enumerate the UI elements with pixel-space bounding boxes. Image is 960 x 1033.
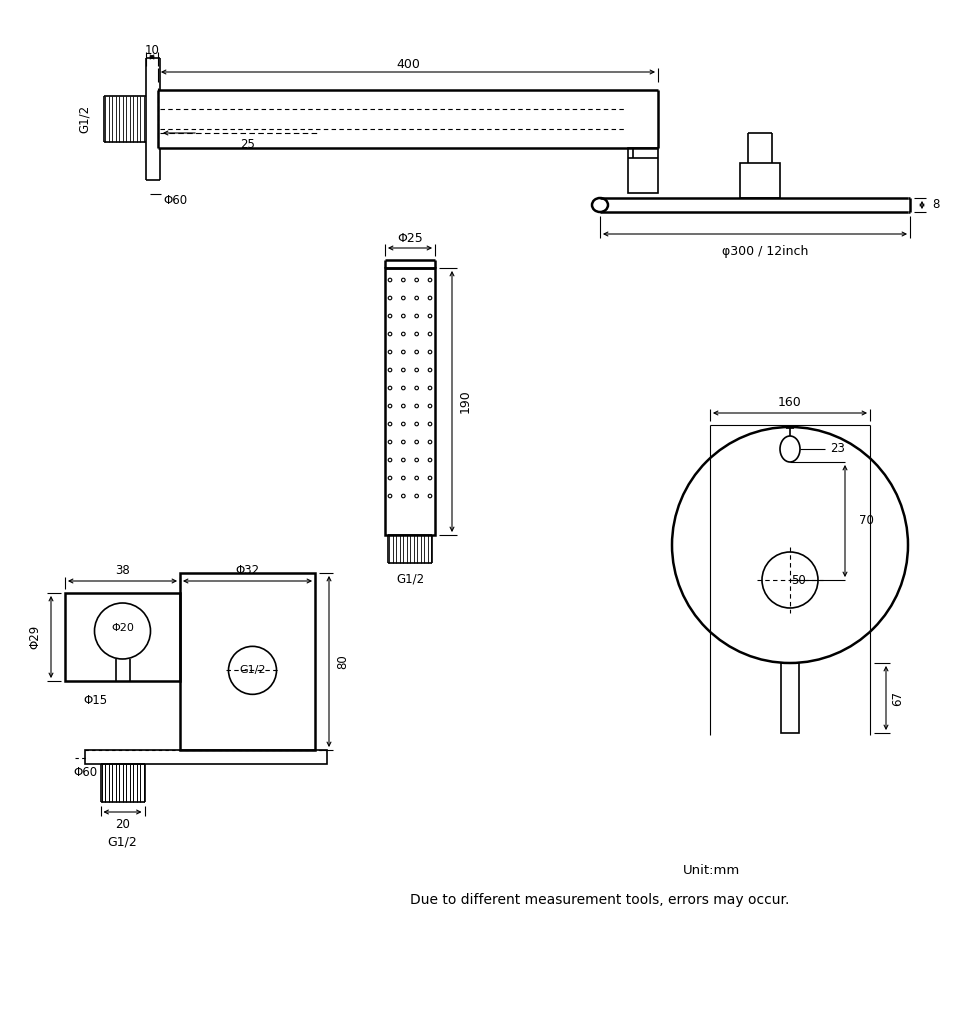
Text: Φ15: Φ15 bbox=[83, 694, 108, 708]
Text: 160: 160 bbox=[779, 397, 802, 409]
Text: Φ25: Φ25 bbox=[397, 231, 422, 245]
Text: Due to different measurement tools, errors may occur.: Due to different measurement tools, erro… bbox=[410, 893, 790, 907]
Text: φ300 / 12inch: φ300 / 12inch bbox=[722, 246, 808, 258]
Text: 70: 70 bbox=[859, 514, 874, 528]
Text: Φ60: Φ60 bbox=[73, 765, 97, 779]
Text: 38: 38 bbox=[115, 564, 130, 577]
Text: Φ20: Φ20 bbox=[111, 623, 134, 633]
Text: 23: 23 bbox=[830, 442, 846, 456]
Bar bbox=[65, 593, 180, 681]
Text: 400: 400 bbox=[396, 58, 420, 70]
Bar bbox=[740, 163, 780, 198]
Text: Φ32: Φ32 bbox=[235, 564, 259, 577]
Text: Φ60: Φ60 bbox=[163, 193, 187, 207]
Bar bbox=[385, 268, 435, 535]
Text: 20: 20 bbox=[115, 817, 130, 831]
Text: 10: 10 bbox=[145, 43, 159, 57]
Text: 8: 8 bbox=[932, 198, 940, 212]
Bar bbox=[180, 573, 315, 750]
Text: 190: 190 bbox=[459, 389, 471, 413]
Text: G1/2: G1/2 bbox=[108, 836, 137, 848]
Bar bbox=[85, 750, 327, 764]
Text: Unit:mm: Unit:mm bbox=[683, 864, 740, 876]
Text: G1/2: G1/2 bbox=[239, 665, 266, 676]
Text: 50: 50 bbox=[791, 573, 805, 587]
Text: 80: 80 bbox=[337, 654, 349, 669]
Text: Φ29: Φ29 bbox=[29, 625, 41, 649]
Text: G1/2: G1/2 bbox=[78, 105, 90, 133]
Text: 25: 25 bbox=[241, 138, 255, 152]
Text: 67: 67 bbox=[892, 690, 904, 706]
Bar bbox=[781, 663, 799, 733]
Text: G1/2: G1/2 bbox=[396, 572, 424, 586]
Bar bbox=[628, 148, 658, 193]
